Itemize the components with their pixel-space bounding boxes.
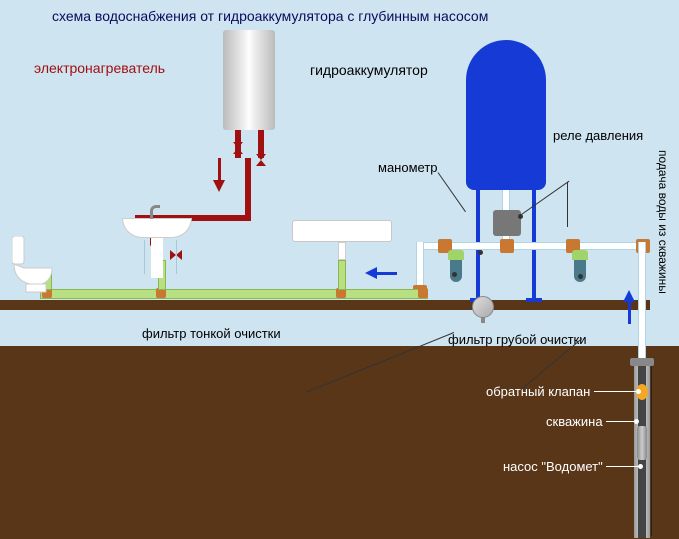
- accumulator-label: гидроаккумулятор: [310, 62, 428, 78]
- cold-pipe-riser: [638, 242, 646, 360]
- arrow-red-stem: [218, 158, 221, 180]
- sink-icon: [122, 218, 192, 278]
- water-heater: [223, 30, 275, 130]
- check-valve-label: обратный клапан: [486, 384, 590, 399]
- drain-riser: [338, 260, 346, 290]
- arrow-red-down: [213, 180, 225, 192]
- leader-dot: [638, 464, 643, 469]
- fitting: [418, 288, 428, 298]
- ground-strip: [0, 300, 650, 310]
- water-spray: [144, 240, 145, 274]
- leader-line: [606, 421, 634, 422]
- drain-line: [40, 289, 428, 299]
- coarse-filter-label: фильтр грубой очистки: [448, 332, 587, 347]
- below-ground: [0, 346, 679, 539]
- arrow-blue-stem: [628, 300, 631, 324]
- heater-label: электронагреватель: [34, 60, 165, 76]
- faucet: [150, 205, 160, 219]
- tray-leg: [338, 242, 346, 260]
- hot-valve: [254, 154, 268, 166]
- manometer-gauge: [472, 296, 494, 318]
- leader-dot: [478, 250, 483, 255]
- fine-filter-label: фильтр тонкой очистки: [142, 326, 281, 341]
- water-spray: [176, 240, 177, 274]
- pressure-relay-label: реле давления: [553, 128, 643, 143]
- leader-line: [594, 391, 636, 392]
- pump-label: насос "Водомет": [503, 459, 603, 474]
- leader-dot: [452, 272, 457, 277]
- leader-line: [438, 172, 466, 212]
- fine-filter: [448, 250, 464, 282]
- arrow-blue-stem: [375, 272, 397, 275]
- hot-pipe: [245, 158, 251, 218]
- tray-icon: [292, 220, 392, 242]
- pressure-relay: [493, 210, 521, 236]
- pump: [637, 426, 647, 460]
- well-label: скважина: [546, 414, 603, 429]
- leader-dot: [636, 389, 641, 394]
- arrow-blue-left: [365, 267, 377, 279]
- pump-cable: [651, 366, 652, 536]
- accumulator: [466, 40, 546, 190]
- arrow-blue-up: [623, 290, 635, 302]
- well-cap: [630, 358, 654, 366]
- diagram-title: схема водоснабжения от гидроаккумулятора…: [52, 8, 488, 24]
- toilet-icon: [12, 236, 56, 294]
- leader-dot: [634, 419, 639, 424]
- leader-dot: [518, 214, 523, 219]
- fitting: [500, 239, 514, 253]
- accumulator-foot: [526, 298, 542, 302]
- leader-line: [606, 466, 638, 467]
- leader-dot: [578, 274, 583, 279]
- hot-valve: [231, 142, 245, 154]
- manometer-label: манометр: [378, 160, 438, 175]
- leader-line: [567, 182, 568, 227]
- supply-label: подача воды из скважины: [656, 150, 670, 294]
